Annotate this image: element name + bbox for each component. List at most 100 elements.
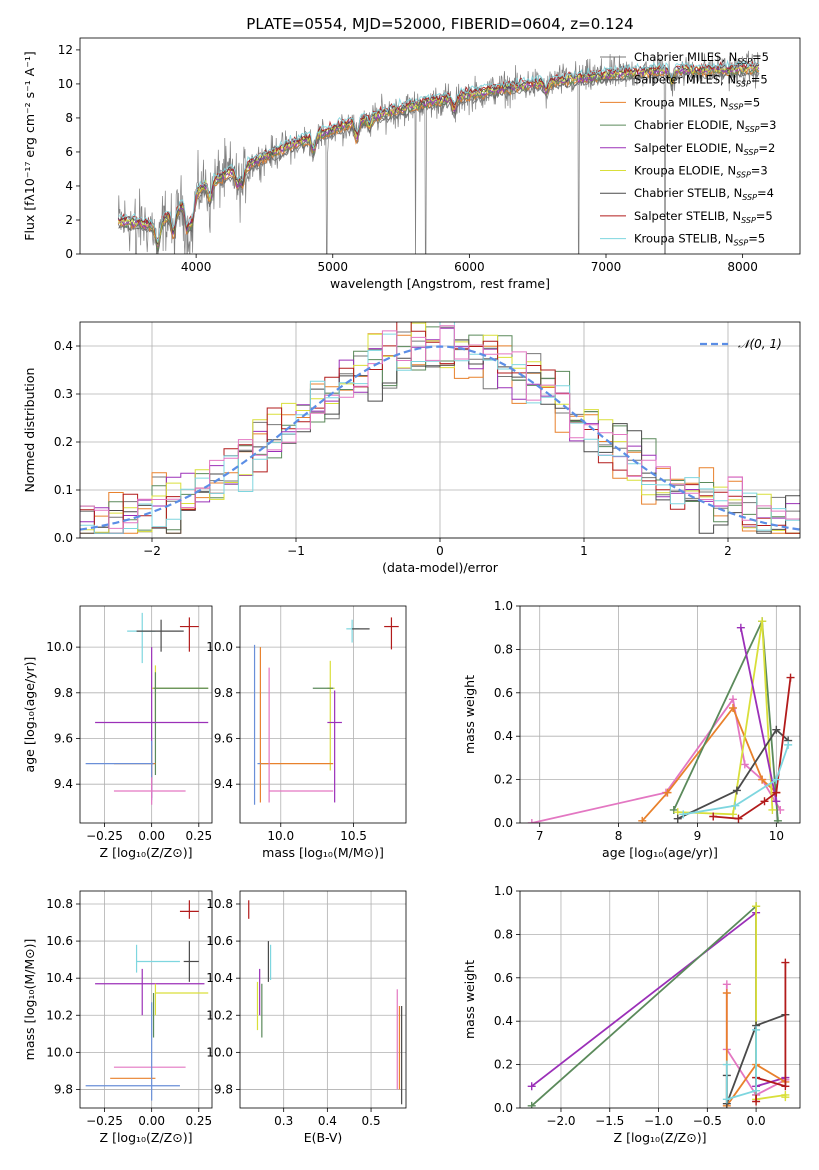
x-tick-label: −1.5 (595, 1114, 624, 1128)
y-tick-label: 9.4 (54, 777, 73, 791)
legend-subscript: SSP (741, 216, 756, 225)
axes-frame (79, 605, 213, 824)
model-spectrum-line (117, 66, 760, 250)
weight-marker (772, 725, 781, 734)
weight-series-line (683, 744, 790, 816)
legend-subscript: SSP (744, 148, 759, 157)
x-axis-label: Z [log₁₀(Z/Z⊙)] (614, 1130, 707, 1145)
weight-marker (772, 797, 781, 806)
weight-marker (760, 797, 769, 806)
legend-subscript: SSP (736, 171, 751, 180)
weight-marker (673, 814, 682, 823)
y-axis-label: Normed distribution (22, 368, 37, 493)
y-tick-label: 10.6 (46, 934, 73, 948)
y-tick-label: 10 (58, 77, 73, 91)
y-axis-label: mass [log₁₀(M/M⊙)] (22, 939, 37, 1061)
weight-series-line (755, 906, 787, 1101)
y-tick-label: 0.4 (494, 729, 513, 743)
weight-marker (736, 623, 745, 632)
weight-marker (527, 819, 536, 823)
weight-marker (786, 673, 795, 682)
y-tick-label: 0.2 (494, 773, 513, 787)
y-tick-label: 0.1 (54, 483, 73, 497)
y-tick-label: 10.8 (206, 897, 233, 911)
x-tick-label: 0 (436, 544, 444, 558)
legend: Chabrier MILES, NSSP=5 Salpeter MILES, NS… (600, 50, 776, 248)
x-tick-label: 0.0 (747, 1114, 766, 1128)
y-tick-label: 10.4 (206, 971, 233, 985)
x-tick-label: 0.25 (185, 1114, 212, 1128)
y-tick-label: 1.0 (494, 884, 513, 898)
legend-label: Kroupa MILES, NSSP=5 (634, 95, 760, 111)
y-tick-label: 0.4 (54, 339, 73, 353)
x-tick-label: 0.3 (274, 1114, 293, 1128)
y-tick-label: 9.8 (214, 1082, 233, 1096)
x-tick-label: 5000 (317, 260, 348, 274)
errorbar-point (95, 968, 205, 1016)
errorbar-point (384, 617, 399, 650)
x-tick-label: 7000 (591, 260, 622, 274)
weight-marker (734, 814, 743, 823)
legend-tail: =5 (751, 73, 768, 87)
y-tick-label: 6 (65, 145, 73, 159)
y-tick-label: 9.4 (214, 777, 233, 791)
y-tick-label: 0.0 (494, 1101, 513, 1115)
y-tick-label: 10.0 (206, 640, 233, 654)
x-tick-label: 4000 (181, 260, 212, 274)
y-tick-label: 10.0 (206, 1045, 233, 1059)
legend-subscript: SSP (734, 239, 749, 248)
mass-vs-metallicity-panel: −0.25 0.00 0.25 9.8 10.0 10.2 10.4 10.6 10.8 Z [l… (22, 890, 213, 1145)
weight-series-line (531, 904, 757, 1107)
legend-tail: =2 (758, 141, 775, 155)
weight-series-line (672, 617, 779, 821)
errorbar-point (113, 745, 156, 787)
x-axis-label: E(B-V) (304, 1130, 343, 1145)
legend-subscript: SSP (729, 102, 744, 111)
weight-marker (772, 775, 781, 784)
errorbar-point (327, 690, 342, 803)
x-axis-label: age [log₁₀(age/yr)] (602, 845, 718, 860)
weight-marker (709, 812, 718, 821)
legend-subscript: SSP (742, 193, 757, 202)
weight-marker (758, 775, 767, 784)
weight-marker (758, 617, 767, 626)
weight-marker (638, 816, 647, 823)
y-tick-label: 0.3 (54, 387, 73, 401)
age-vs-mass-panel: 10.0 10.5 9.4 9.6 9.8 10.0 mass [log₁₀(M/M⊙)] (206, 605, 407, 860)
x-tick-label: 6000 (454, 260, 485, 274)
y-tick-label: 10.6 (206, 934, 233, 948)
x-tick-label: 9 (694, 829, 702, 843)
weight-marker (722, 1060, 731, 1069)
y-tick-label: 10.8 (46, 897, 73, 911)
weight-marker (732, 786, 741, 795)
x-tick-label: −0.25 (86, 829, 123, 843)
legend-tail: =5 (743, 95, 760, 109)
y-tick-label: 4 (65, 179, 73, 193)
weight-series-line (713, 677, 792, 820)
weight-marker (772, 788, 781, 797)
y-axis-label: age [log₁₀(age/yr)] (22, 657, 37, 773)
x-tick-label: −2 (143, 544, 161, 558)
x-tick-label: −1.0 (644, 1114, 673, 1128)
y-tick-label: 8 (65, 111, 73, 125)
x-tick-label: 8 (615, 829, 623, 843)
legend-label: 𝒩(0, 1) (738, 337, 782, 351)
axes-frame (239, 605, 407, 824)
weight-marker (731, 801, 740, 810)
y-tick-label: 0.0 (54, 531, 73, 545)
errorbar-point (113, 777, 186, 805)
y-tick-label: 0.2 (54, 435, 73, 449)
legend-subscript: SSP (736, 80, 751, 89)
y-tick-label: 0.2 (494, 1058, 513, 1072)
x-tick-label: 2 (724, 544, 732, 558)
x-tick-label: 8000 (727, 260, 758, 274)
errorbar-point (85, 1002, 180, 1101)
errorbar-point (136, 619, 184, 652)
legend-tail: =3 (751, 164, 768, 178)
legend-label: Kroupa ELODIE, NSSP=3 (634, 164, 768, 180)
errorbar-point (153, 672, 209, 776)
axes-frame (239, 890, 407, 1109)
axes-frame (519, 890, 801, 1109)
weight-marker (752, 1097, 761, 1106)
